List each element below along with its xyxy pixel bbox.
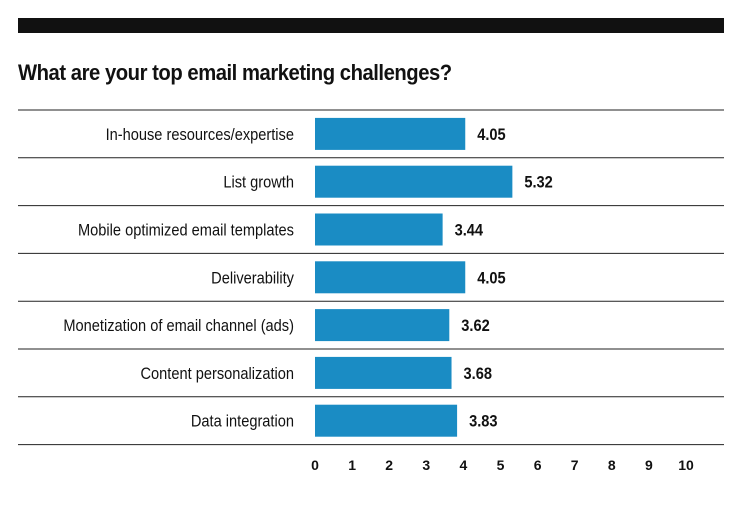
category-label: Mobile optimized email templates <box>78 222 294 240</box>
bar <box>315 404 458 437</box>
bar <box>315 356 452 389</box>
x-tick-label: 1 <box>348 457 356 473</box>
x-tick-label: 8 <box>608 457 616 473</box>
value-label: 3.68 <box>464 365 493 383</box>
x-tick-label: 0 <box>311 457 319 473</box>
category-label: Deliverability <box>211 269 294 287</box>
bar <box>315 261 466 294</box>
value-label: 4.05 <box>477 269 506 287</box>
x-tick-label: 7 <box>571 457 579 473</box>
chart-title: What are your top email marketing challe… <box>18 60 452 85</box>
category-label: Monetization of email channel (ads) <box>63 317 294 335</box>
category-label: List growth <box>223 174 294 192</box>
x-tick-label: 4 <box>460 457 468 473</box>
bar <box>315 117 466 150</box>
category-label: Data integration <box>191 413 294 431</box>
value-label: 4.05 <box>477 126 506 144</box>
bar <box>315 309 450 342</box>
bar <box>315 213 443 246</box>
value-label: 3.44 <box>455 222 484 240</box>
x-tick-label: 2 <box>385 457 393 473</box>
category-label: Content personalization <box>140 365 294 383</box>
x-tick-label: 5 <box>497 457 505 473</box>
x-tick-label: 10 <box>678 457 694 473</box>
value-label: 3.62 <box>461 317 490 335</box>
x-tick-label: 9 <box>645 457 653 473</box>
x-tick-label: 6 <box>534 457 542 473</box>
bar <box>315 165 513 198</box>
x-tick-label: 3 <box>422 457 430 473</box>
category-label: In-house resources/expertise <box>106 126 295 144</box>
value-label: 3.83 <box>469 413 498 431</box>
header-bar <box>18 18 724 33</box>
value-label: 5.32 <box>524 174 553 192</box>
